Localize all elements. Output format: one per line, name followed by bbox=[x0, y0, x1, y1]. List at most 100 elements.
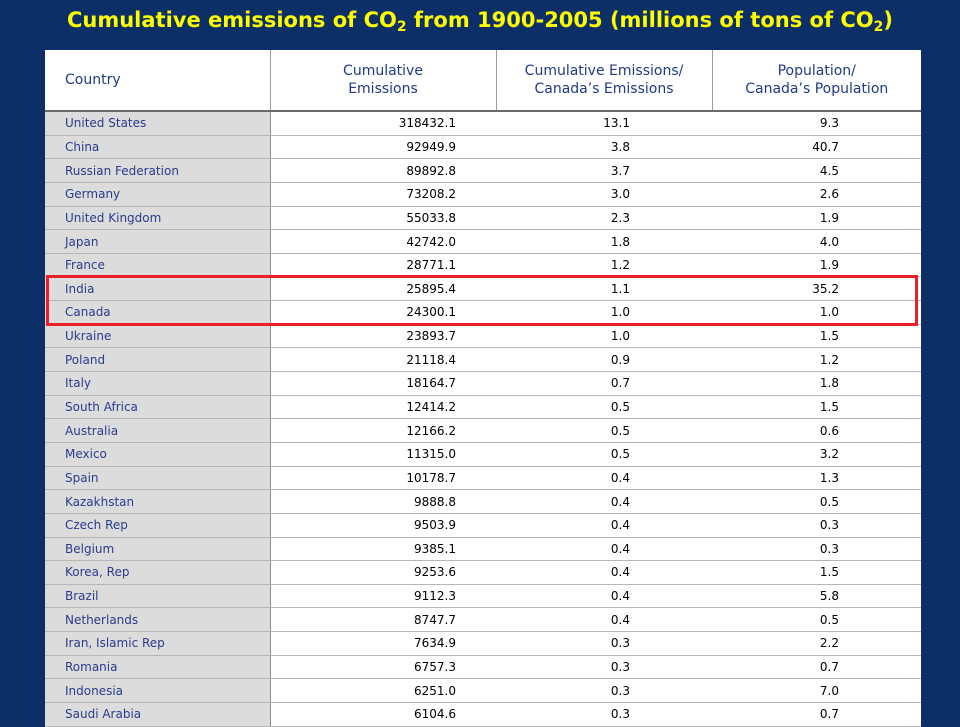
population-ratio-cell: 0.7 bbox=[712, 655, 921, 680]
country-cell: Spain bbox=[45, 466, 271, 491]
country-cell: Canada bbox=[45, 300, 271, 325]
table-row: Netherlands 8747.7 0.4 0.5 bbox=[45, 607, 921, 633]
cumulative-emissions-cell: 42742.0 bbox=[270, 229, 496, 254]
cumulative-emissions-cell: 9253.6 bbox=[270, 560, 496, 585]
header-population-ratio-line-2: Canada’s Population bbox=[745, 81, 889, 97]
country-cell: Poland bbox=[45, 347, 271, 373]
header-country-line-1: Country bbox=[65, 72, 121, 88]
population-ratio-cell: 5.8 bbox=[712, 584, 921, 609]
table-row: Czech Rep 9503.9 0.4 0.3 bbox=[45, 513, 921, 538]
population-ratio-cell: 1.9 bbox=[712, 253, 921, 278]
table-row: Brazil 9112.3 0.4 5.8 bbox=[45, 584, 921, 609]
emissions-ratio-cell: 0.4 bbox=[496, 560, 712, 585]
table-row: Kazakhstan 9888.8 0.4 0.5 bbox=[45, 489, 921, 514]
cumulative-emissions-cell: 9112.3 bbox=[270, 584, 496, 609]
table-row: Italy 18164.7 0.7 1.8 bbox=[45, 371, 921, 396]
cumulative-emissions-cell: 9385.1 bbox=[270, 537, 496, 562]
table-row: United States 318432.1 13.1 9.3 bbox=[45, 112, 921, 136]
header-population-ratio: Population/Canada’s Population bbox=[711, 50, 921, 110]
emissions-ratio-cell: 0.9 bbox=[496, 347, 712, 373]
emissions-ratio-cell: 0.4 bbox=[496, 513, 712, 538]
population-ratio-cell: 0.6 bbox=[712, 418, 921, 443]
emissions-ratio-cell: 0.5 bbox=[496, 395, 712, 420]
emissions-ratio-cell: 0.7 bbox=[496, 371, 712, 396]
header-country: Country bbox=[45, 50, 270, 110]
emissions-ratio-cell: 0.5 bbox=[496, 418, 712, 443]
country-cell: Germany bbox=[45, 182, 271, 207]
emissions-ratio-cell: 13.1 bbox=[496, 112, 712, 136]
population-ratio-cell: 2.6 bbox=[712, 182, 921, 207]
cumulative-emissions-cell: 7634.9 bbox=[270, 631, 496, 656]
emissions-table: Country Cumulative Emissions Cumulative E… bbox=[45, 50, 921, 727]
emissions-ratio-cell: 0.4 bbox=[496, 584, 712, 609]
population-ratio-cell: 1.2 bbox=[712, 347, 921, 373]
header-emissions-ratio: Cumulative Emissions/Canada’s Emissions bbox=[495, 50, 712, 110]
cumulative-emissions-cell: 12166.2 bbox=[270, 418, 496, 443]
country-cell: Kazakhstan bbox=[45, 489, 271, 514]
population-ratio-cell: 1.9 bbox=[712, 206, 921, 231]
table-row: Poland 21118.4 0.9 1.2 bbox=[45, 347, 921, 373]
table-row: Japan 42742.0 1.8 4.0 bbox=[45, 229, 921, 254]
table-row: United Kingdom 55033.8 2.3 1.9 bbox=[45, 206, 921, 231]
header-cumulative-line-1: Cumulative bbox=[343, 63, 423, 79]
emissions-ratio-cell: 1.8 bbox=[496, 229, 712, 254]
cumulative-emissions-cell: 89892.8 bbox=[270, 158, 496, 183]
table-row: China 92949.9 3.8 40.7 bbox=[45, 135, 921, 160]
emissions-ratio-cell: 0.4 bbox=[496, 607, 712, 633]
population-ratio-cell: 0.5 bbox=[712, 489, 921, 514]
emissions-ratio-cell: 0.4 bbox=[496, 466, 712, 491]
header-separator bbox=[45, 110, 921, 112]
cumulative-emissions-cell: 21118.4 bbox=[270, 347, 496, 373]
table-row: South Africa 12414.2 0.5 1.5 bbox=[45, 395, 921, 420]
country-cell: Belgium bbox=[45, 537, 271, 562]
table-row: France 28771.1 1.2 1.9 bbox=[45, 253, 921, 278]
emissions-ratio-cell: 0.4 bbox=[496, 489, 712, 514]
population-ratio-cell: 4.5 bbox=[712, 158, 921, 183]
population-ratio-cell: 1.8 bbox=[712, 371, 921, 396]
table-row: Canada 24300.1 1.0 1.0 bbox=[45, 300, 921, 325]
table-row: Belgium 9385.1 0.4 0.3 bbox=[45, 537, 921, 562]
title-text-end: ) bbox=[883, 8, 894, 32]
country-cell: Netherlands bbox=[45, 607, 271, 633]
cumulative-emissions-cell: 23893.7 bbox=[270, 324, 496, 349]
population-ratio-cell: 1.5 bbox=[712, 395, 921, 420]
cumulative-emissions-cell: 9888.8 bbox=[270, 489, 496, 514]
population-ratio-cell: 1.0 bbox=[712, 300, 921, 325]
population-ratio-cell: 1.5 bbox=[712, 324, 921, 349]
table-body: United States 318432.1 13.1 9.3 China 92949.9… bbox=[45, 112, 921, 727]
table-header-row: Country Cumulative Emissions Cumulative E… bbox=[45, 50, 921, 110]
table-row: Russian Federation 89892.8 3.7 4.5 bbox=[45, 158, 921, 183]
population-ratio-cell: 0.3 bbox=[712, 537, 921, 562]
country-cell: Russian Federation bbox=[45, 158, 271, 183]
table-row: Ukraine 23893.7 1.0 1.5 bbox=[45, 324, 921, 349]
table-row: Australia 12166.2 0.5 0.6 bbox=[45, 418, 921, 443]
table-row: Korea, Rep 9253.6 0.4 1.5 bbox=[45, 560, 921, 585]
country-cell: Italy bbox=[45, 371, 271, 396]
emissions-ratio-cell: 0.5 bbox=[496, 442, 712, 467]
cumulative-emissions-cell: 92949.9 bbox=[270, 135, 496, 160]
table-row: Indonesia 6251.0 0.3 7.0 bbox=[45, 678, 921, 704]
cumulative-emissions-cell: 12414.2 bbox=[270, 395, 496, 420]
table-row: Mexico 11315.0 0.5 3.2 bbox=[45, 442, 921, 467]
cumulative-emissions-cell: 55033.8 bbox=[270, 206, 496, 231]
population-ratio-cell: 1.5 bbox=[712, 560, 921, 585]
emissions-ratio-cell: 0.3 bbox=[496, 702, 712, 727]
country-cell: Saudi Arabia bbox=[45, 702, 271, 727]
population-ratio-cell: 9.3 bbox=[712, 112, 921, 136]
table-row: Saudi Arabia 6104.6 0.3 0.7 bbox=[45, 702, 921, 727]
emissions-ratio-cell: 0.3 bbox=[496, 678, 712, 704]
cumulative-emissions-cell: 18164.7 bbox=[270, 371, 496, 396]
table-row: Germany 73208.2 3.0 2.6 bbox=[45, 182, 921, 207]
population-ratio-cell: 3.2 bbox=[712, 442, 921, 467]
country-cell: Brazil bbox=[45, 584, 271, 609]
country-cell: Australia bbox=[45, 418, 271, 443]
population-ratio-cell: 4.0 bbox=[712, 229, 921, 254]
emissions-ratio-cell: 2.3 bbox=[496, 206, 712, 231]
country-cell: Romania bbox=[45, 655, 271, 680]
table-row: India 25895.4 1.1 35.2 bbox=[45, 276, 921, 302]
cumulative-emissions-cell: 10178.7 bbox=[270, 466, 496, 491]
header-cumulative-emissions: Cumulative Emissions bbox=[269, 50, 496, 110]
country-cell: United States bbox=[45, 112, 271, 136]
emissions-ratio-cell: 0.3 bbox=[496, 655, 712, 680]
